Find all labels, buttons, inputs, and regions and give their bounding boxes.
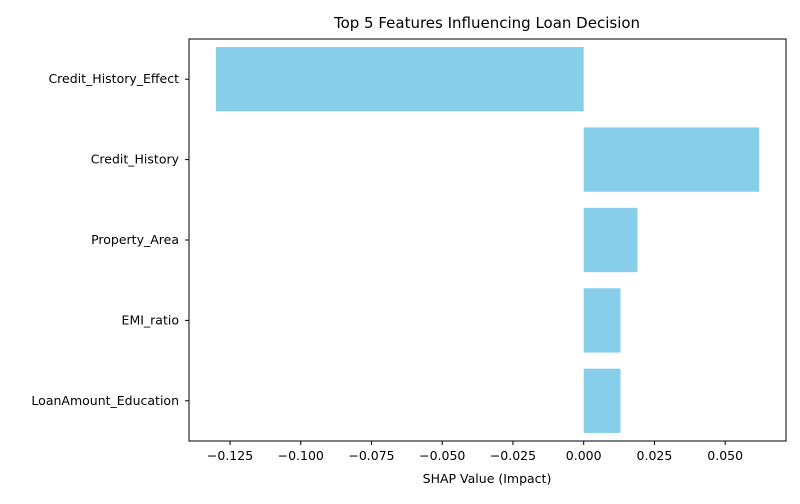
x-tick-label: −0.050 [419,448,465,463]
x-tick-label: 0.050 [707,448,743,463]
bar-credit-history [583,127,760,192]
x-tick-label: −0.075 [348,448,394,463]
y-tick-label: Credit_History_Effect [48,71,179,86]
chart-title: Top 5 Features Influencing Loan Decision [333,14,640,32]
y-tick-label: EMI_ratio [122,312,179,327]
bar-property-area [583,207,638,273]
x-tick-label: 0.000 [566,448,602,463]
plot-frame [188,38,787,442]
y-tick-label: LoanAmount_Education [31,393,179,408]
y-tick-label: Credit_History [91,152,180,167]
x-axis-label: SHAP Value (Impact) [423,471,552,486]
bar-emi-ratio [583,288,621,353]
x-tick-label: 0.025 [637,448,673,463]
y-axis-ticks: Credit_History_Effect Credit_History Prope… [31,71,189,408]
x-tick-label: −0.100 [278,448,324,463]
bar-credit-history-effect [215,47,584,112]
bars-group [215,47,760,433]
y-tick-label: Property_Area [91,232,179,247]
bar-loanamount-education [583,368,621,433]
x-tick-label: −0.125 [207,448,253,463]
x-tick-label: −0.025 [490,448,536,463]
x-axis-ticks: −0.125 −0.100 −0.075 −0.050 −0.025 0.000 0.025… [207,441,743,463]
